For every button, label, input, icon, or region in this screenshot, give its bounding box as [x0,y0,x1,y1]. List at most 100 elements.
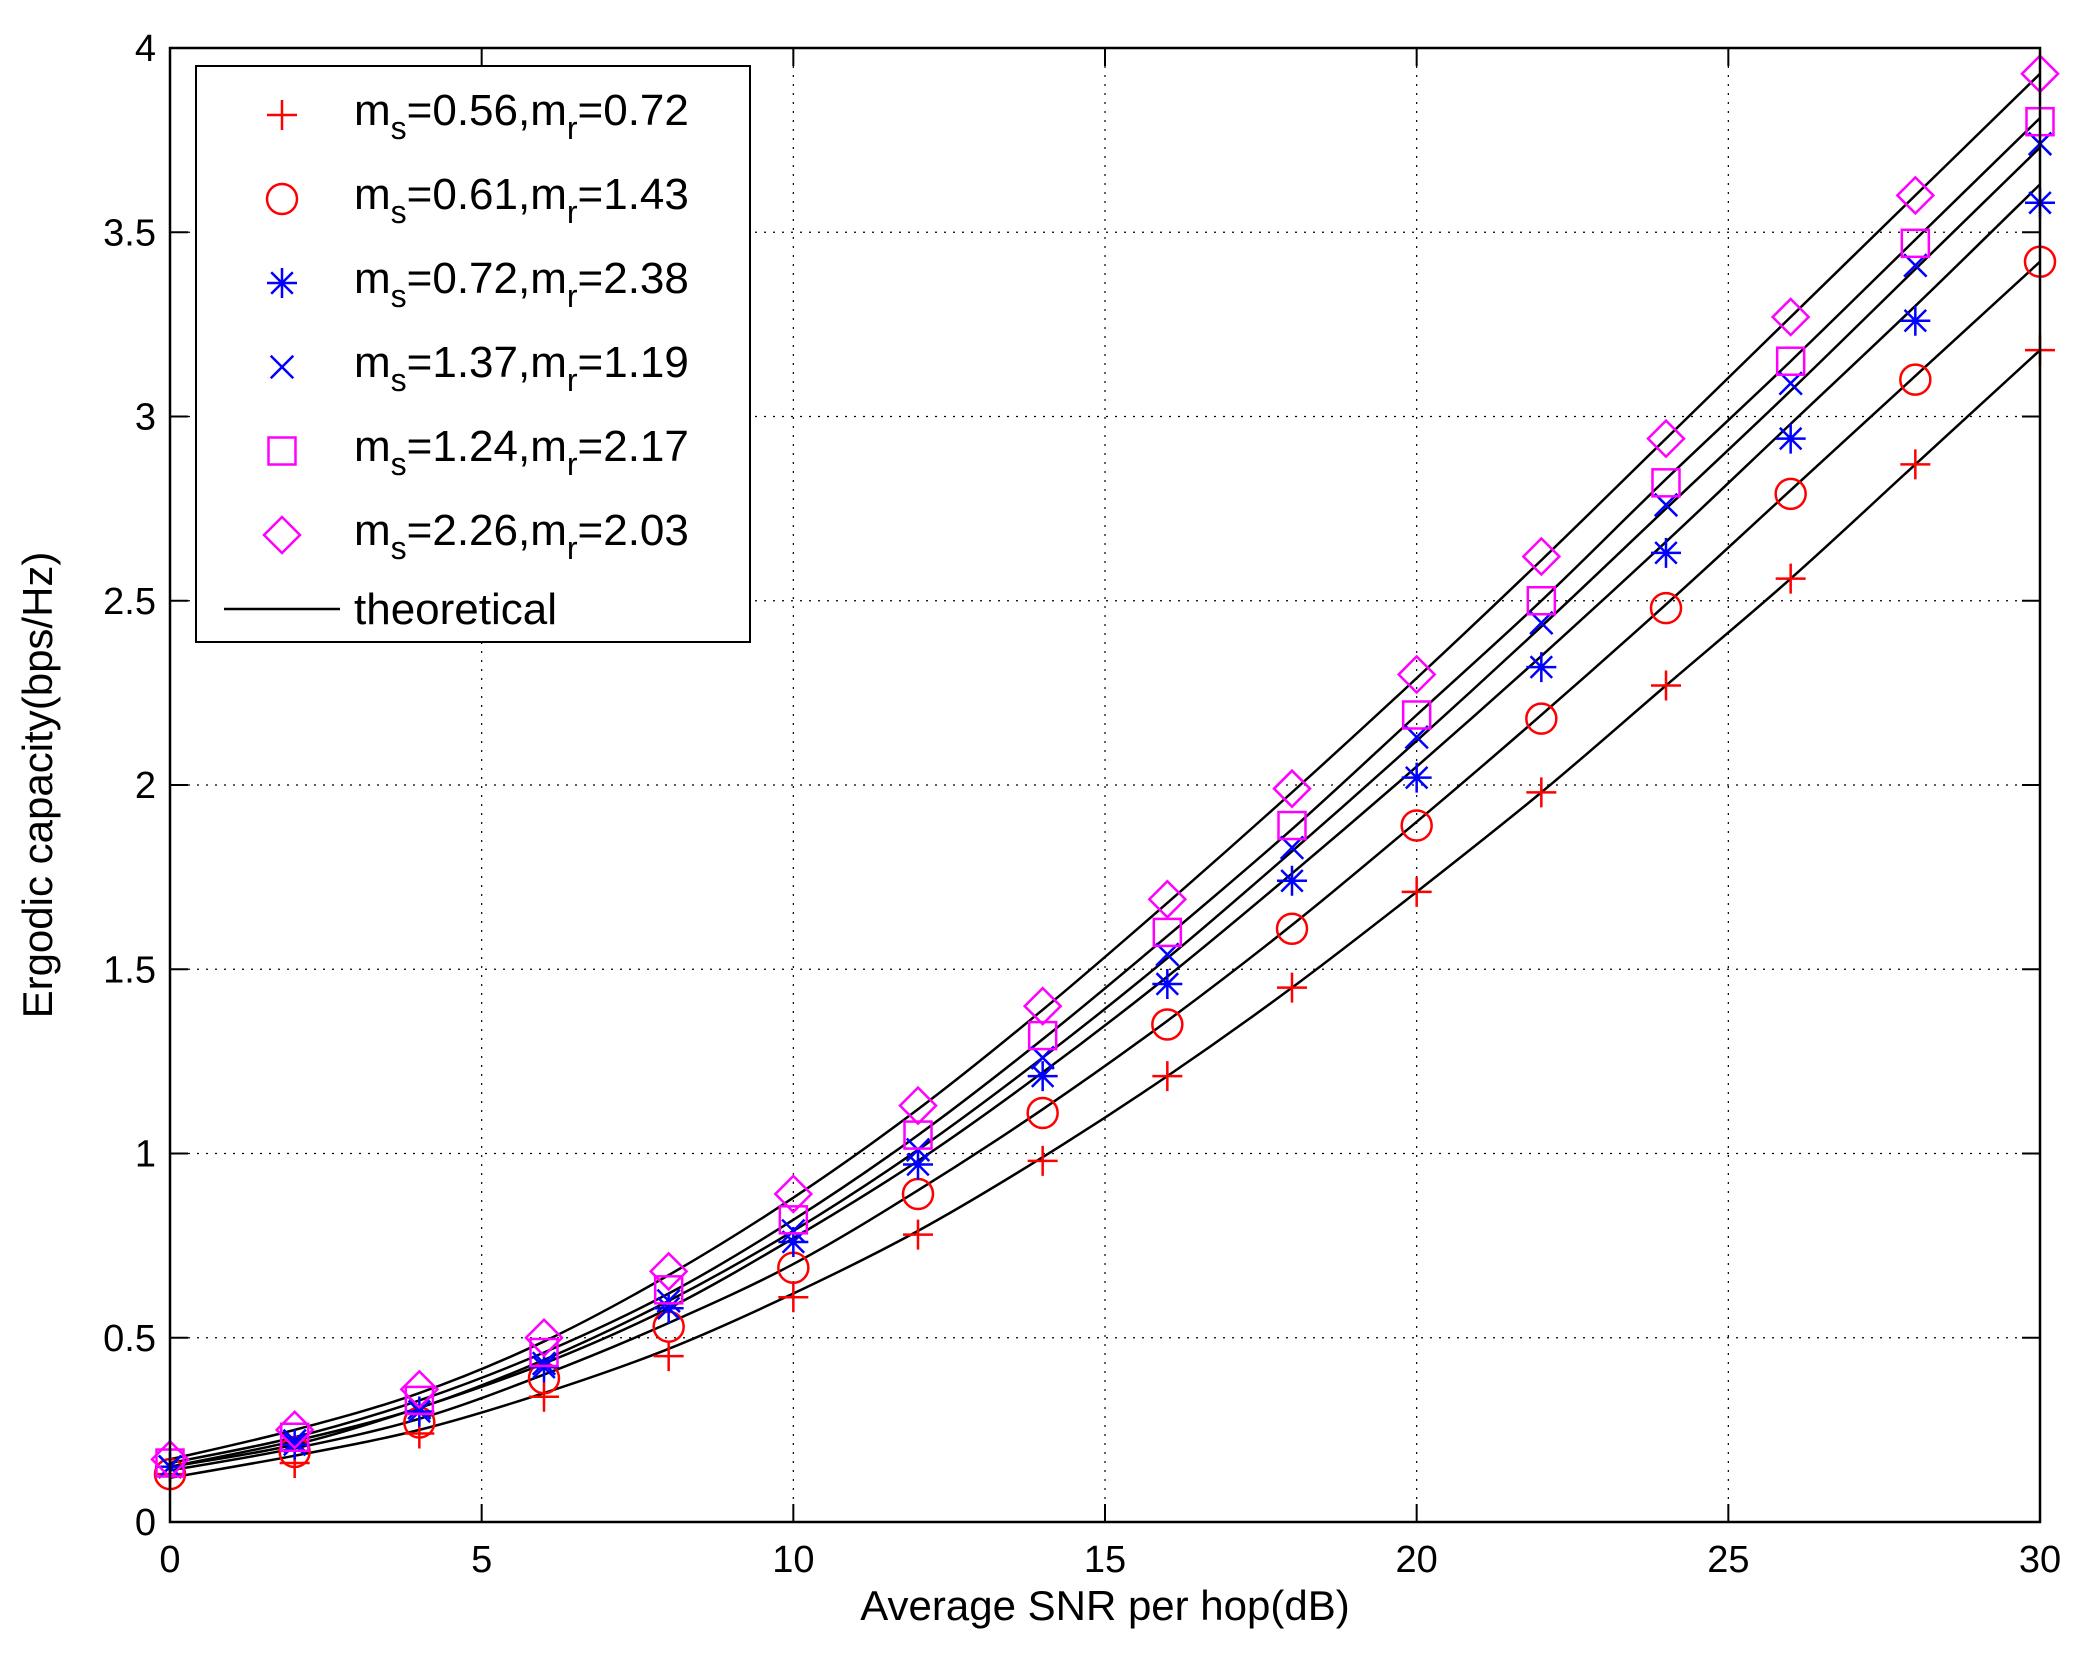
data-point-square [1900,228,1931,259]
data-point-circle [1649,591,1683,625]
legend-text-part: =2.17 [578,422,689,471]
x-tick-label: 20 [1396,1539,1438,1581]
legend-text-part: m [354,338,391,387]
legend-entry-theoretical: theoretical [354,585,557,634]
legend-marker-circle [265,182,299,216]
data-point-diamond [1646,418,1686,459]
data-point-plus [778,1282,809,1313]
theoretical-curves [169,72,2041,1480]
axis-ticks [169,47,2041,1523]
data-point-plus [1027,1145,1058,1176]
theoretical-curve [169,72,2041,1461]
legend-marker-diamond [262,515,302,555]
data-point-circle [1151,1008,1184,1041]
data-point-square [778,1205,809,1235]
data-point-asterisk [778,1226,809,1257]
data-point-circle [1400,809,1433,842]
data-point-diamond [898,1085,938,1126]
data-point-square [653,1275,684,1305]
data-point-cross [781,1218,806,1244]
legend-text-part: =0.61,m [407,170,567,219]
legend-text-part: =0.72,m [407,254,567,303]
data-point-asterisk [1027,1061,1058,1092]
data-point-cross [656,1288,681,1314]
y-tick-label: 4 [135,28,156,70]
data-point-plus [1651,670,1681,701]
legend-entry-label: ms=2.26,mr=2.03 [354,506,689,566]
legend-marker-asterisk [267,268,297,298]
legend-marker-square [267,436,297,466]
theoretical-curve [169,260,2041,1472]
legend-text-part: =0.56,m [407,86,567,135]
theoretical-curve [169,349,2041,1480]
legend-subscript: r [567,362,578,398]
data-point-diamond [1396,654,1437,695]
legend-text-part: m [354,86,391,135]
y-tick-label: 2.5 [103,581,156,623]
data-point-plus [903,1219,933,1250]
data-point-asterisk [404,1396,435,1427]
legend-text-part: =1.19 [578,338,689,387]
legend-text-part: =0.72 [578,86,689,135]
legend-marker-plus [267,100,297,130]
legend-text-part: =2.03 [578,506,689,555]
x-tick-label: 15 [1084,1539,1126,1581]
data-point-circle [1525,702,1558,735]
data-point-asterisk [1775,423,1806,454]
data-point-square [279,1422,310,1452]
legend-text-part: =1.37,m [407,338,567,387]
legend-subscript: r [567,278,578,314]
legend-subscript: r [567,194,578,230]
legend-text-part: m [354,170,391,219]
x-tick-label: 25 [1707,1539,1749,1581]
legend-text-part: =2.38 [578,254,689,303]
x-tick-label: 30 [2019,1539,2061,1581]
data-point-diamond [399,1369,440,1410]
legend-text-part: m [354,254,391,303]
data-point-square [404,1385,435,1416]
y-tick-label: 3.5 [103,212,156,254]
x-axis-label: Average SNR per hop(dB) [860,1582,1349,1629]
x-tick-label: 10 [772,1539,814,1581]
x-tick-label: 0 [159,1539,180,1581]
theoretical-curve [169,146,2041,1468]
data-point-circle [1026,1096,1059,1130]
y-tick-label: 3 [135,397,156,439]
data-point-square [1775,346,1806,376]
legend-subscript: r [567,446,578,482]
data-point-square [1526,586,1557,616]
x-tick-labels: 0 5 10 15 20 25 30 [159,1539,2061,1581]
legend-entry-label: ms=1.37,mr=1.19 [354,338,689,398]
legend-subscript: s [391,446,407,482]
data-point-asterisk [903,1149,933,1180]
data-point-plus [1775,563,1806,594]
legend-entry-label: ms=0.72,mr=2.38 [354,254,689,314]
data-point-circle [1899,363,1932,396]
legend-marker-cross [269,354,295,380]
data-point-diamond [1147,879,1188,920]
data-point-plus [1277,972,1307,1003]
data-point-square [903,1120,933,1150]
data-point-diamond [1022,986,1063,1026]
data-point-asterisk [1401,762,1432,793]
data-point-plus [1900,449,1931,480]
data-point-diamond [274,1410,315,1450]
data-point-diamond [1272,768,1312,809]
legend-entry-label: ms=1.24,mr=2.17 [354,422,689,482]
y-tick-label: 1.5 [103,949,156,991]
legend-subscript: s [391,194,407,230]
data-point-cross [282,1428,307,1454]
data-point-asterisk [1152,968,1183,999]
data-point-square [1277,810,1307,841]
theoretical-curve [169,117,2041,1465]
grid [170,48,2040,1522]
series-diamond [150,54,2060,1480]
data-point-plus [1526,777,1557,808]
legend-text-part: =2.26,m [407,506,567,555]
data-point-diamond [648,1251,689,1292]
data-point-plus [653,1341,684,1372]
y-tick-label: 1 [135,1134,156,1176]
y-tick-label: 0 [135,1502,156,1544]
data-point-diamond [1770,297,1811,337]
